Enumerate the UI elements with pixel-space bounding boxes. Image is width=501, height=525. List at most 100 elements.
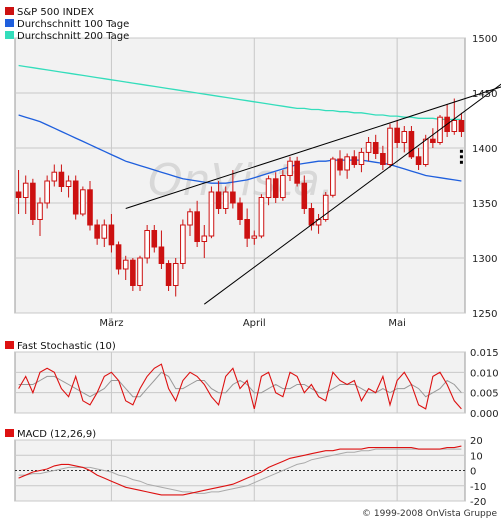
candle-body-down xyxy=(244,219,250,239)
candle xyxy=(322,192,329,222)
legend-swatch xyxy=(5,31,14,39)
candle xyxy=(294,156,300,187)
candle xyxy=(144,225,150,264)
candle-body-up xyxy=(201,235,208,242)
candle-body-down xyxy=(372,142,379,154)
candle-body-up xyxy=(265,178,272,199)
candle-body-down xyxy=(15,191,22,198)
price-tick-label: 1250 xyxy=(472,309,497,320)
candle xyxy=(258,194,265,239)
macd-tick-label: -10 xyxy=(470,482,486,493)
candle xyxy=(15,170,22,214)
candle-body-up xyxy=(344,156,350,171)
candle-body-down xyxy=(308,208,315,226)
candle-body-up xyxy=(422,138,429,165)
candle xyxy=(272,172,279,203)
candle xyxy=(187,208,193,236)
macd-tick-label: 10 xyxy=(470,451,483,462)
candle-body-up xyxy=(451,120,458,132)
trendline xyxy=(203,83,501,305)
candle xyxy=(358,148,365,173)
candle xyxy=(87,181,93,231)
candle-body-up xyxy=(365,142,372,153)
candle-body-up xyxy=(51,171,58,182)
macd-tick-label: -20 xyxy=(470,497,486,508)
stoch-tick-label: 0.000 xyxy=(470,409,499,420)
macd-line xyxy=(18,445,462,496)
ma200-line xyxy=(18,64,462,121)
candle xyxy=(51,164,58,187)
candle-body-up xyxy=(222,191,229,209)
candle-body-down xyxy=(430,138,436,143)
candle-body-down xyxy=(337,158,343,171)
candle-body-down xyxy=(415,156,422,166)
candle xyxy=(215,181,222,214)
candle-body-up xyxy=(65,180,72,187)
candle xyxy=(151,225,158,253)
candle-body-up xyxy=(280,175,286,198)
legend-label: S&P 500 INDEX xyxy=(17,7,94,18)
stoch-slow-line xyxy=(18,371,462,398)
candle xyxy=(194,200,200,247)
candle xyxy=(165,260,172,291)
month-label: Mai xyxy=(388,318,406,329)
candle xyxy=(415,148,422,170)
stoch-fast-line xyxy=(18,363,462,410)
candle xyxy=(172,258,179,297)
candle-body-down xyxy=(458,120,465,132)
candle-body-down xyxy=(272,178,279,199)
candle xyxy=(158,230,165,269)
candle-body-down xyxy=(151,230,158,248)
stoch-tick-label: 0.015 xyxy=(470,348,499,359)
candle xyxy=(351,150,358,168)
candle xyxy=(94,219,100,245)
candle-body-down xyxy=(72,180,79,215)
candle xyxy=(387,123,393,168)
candle-body-down xyxy=(108,224,115,246)
price-tick-label: 1500 xyxy=(472,34,497,45)
candle-body-up xyxy=(322,194,329,221)
candle xyxy=(80,186,86,217)
candle-body-down xyxy=(237,202,243,220)
candle-body-up xyxy=(401,131,408,143)
candle-body-down xyxy=(230,191,236,204)
candle-body-up xyxy=(187,211,193,226)
month-label: März xyxy=(99,318,123,329)
candle-body-up xyxy=(137,257,143,286)
stoch-legend-swatch xyxy=(5,341,14,349)
candle-body-down xyxy=(380,153,386,165)
candle xyxy=(180,219,186,269)
candle xyxy=(251,230,258,245)
legend-label: Durchschnitt 100 Tage xyxy=(17,19,129,30)
candle-body-up xyxy=(22,182,29,198)
candle xyxy=(101,219,108,247)
candle-body-down xyxy=(94,224,100,239)
macd-title: MACD (12,26,9) xyxy=(17,429,96,440)
signal-marker xyxy=(459,160,463,164)
candle xyxy=(244,208,250,247)
candle xyxy=(122,255,129,280)
candle xyxy=(108,214,115,253)
candle xyxy=(287,156,293,181)
signal-marker xyxy=(459,155,463,159)
stoch-title: Fast Stochastic (10) xyxy=(17,341,116,352)
candle xyxy=(301,175,308,214)
macd-signal-line xyxy=(18,448,462,494)
candle xyxy=(458,112,465,137)
candle-body-up xyxy=(180,224,186,264)
candle xyxy=(222,186,229,214)
macd-tick-label: 0 xyxy=(470,467,476,478)
candle xyxy=(230,170,236,209)
candle xyxy=(237,197,243,225)
candle-body-down xyxy=(130,259,136,287)
candle xyxy=(372,134,379,159)
candle xyxy=(208,186,215,239)
candle-body-up xyxy=(208,191,215,237)
candle-body-up xyxy=(122,259,129,270)
candle xyxy=(451,98,458,135)
candle-body-down xyxy=(394,127,400,143)
candle xyxy=(58,164,65,192)
legend-swatch xyxy=(5,19,14,27)
candle xyxy=(201,225,208,258)
